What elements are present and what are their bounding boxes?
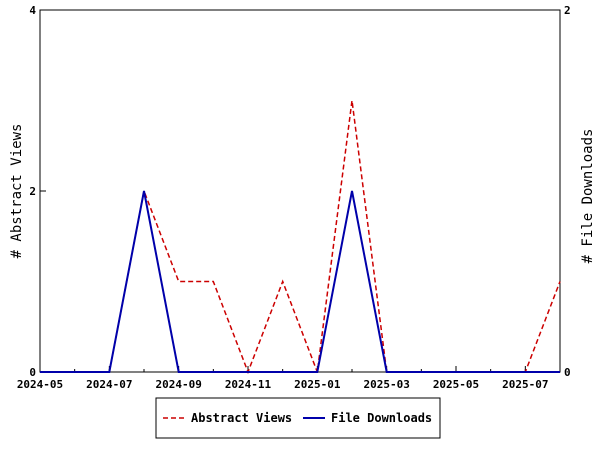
y-left-tick-label: 2 [29,185,36,198]
series-line-file-downloads [40,190,560,373]
y-right-tick-label: 2 [564,4,571,17]
y-left-tick-label: 0 [29,366,36,379]
plot-frame [39,9,561,373]
x-tick-label: 2025-01 [294,378,341,391]
x-tick-label: 2025-07 [502,378,548,391]
y-axis-right-title: # File Downloads [580,129,596,264]
y-left-tick-label: 4 [29,4,36,17]
x-tick-label: 2024-05 [17,378,63,391]
legend: Abstract Views File Downloads [155,397,441,439]
legend-label-file-downloads: File Downloads [331,411,432,425]
x-tick-label: 2025-03 [363,378,409,391]
x-tick-label: 2025-05 [433,378,479,391]
x-tick-label: 2024-11 [225,378,272,391]
x-tick-label: 2024-07 [86,378,132,391]
legend-box [155,397,441,439]
legend-label-abstract-views: Abstract Views [191,411,292,425]
y-axis-left-title: # Abstract Views [9,124,25,259]
x-tick-label: 2024-09 [155,378,201,391]
y-right-tick-label: 0 [564,366,571,379]
